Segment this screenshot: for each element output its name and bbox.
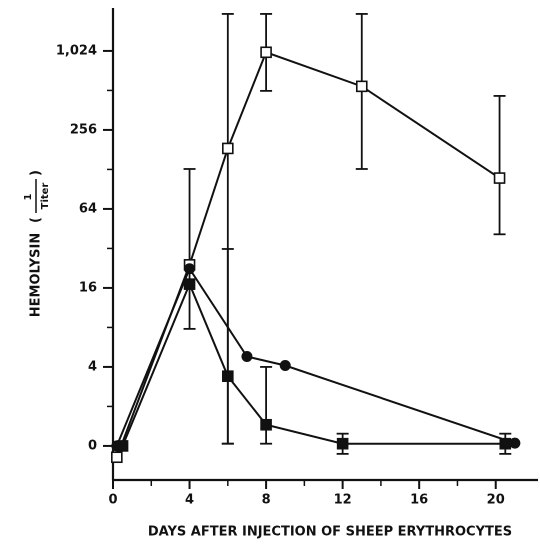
y-axis-label-group: HEMOLYSIN ( 1 Titer ) (23, 170, 51, 317)
x-tick-label: 4 (185, 493, 194, 508)
series-line (115, 266, 516, 447)
paren: ( (29, 217, 44, 223)
paren: ) (29, 170, 44, 176)
x-tick-label: 8 (262, 493, 271, 508)
series-line (115, 51, 501, 458)
point (222, 370, 234, 382)
x-tick-label: 12 (334, 493, 352, 508)
point (260, 418, 272, 431)
y-label-numerator: 1 (23, 193, 34, 200)
x-tick-label: 20 (487, 493, 505, 508)
y-tick-label: 64 (79, 201, 97, 216)
y-tick-label: 1,024 (56, 43, 97, 58)
y-tick-label: 0 (88, 438, 97, 453)
point (184, 263, 196, 275)
y-label-denominator: Titer (40, 183, 51, 210)
point (260, 46, 272, 59)
point (241, 351, 253, 363)
point (336, 437, 349, 450)
y-tick-label: 256 (70, 122, 97, 137)
point (183, 278, 196, 290)
y-tick-label: 16 (79, 280, 97, 295)
x-axis-label: DAYS AFTER INJECTION OF SHEEP ERYTHROCYT… (148, 525, 512, 540)
point (111, 451, 123, 464)
series-line (121, 281, 506, 447)
y-axis-label: HEMOLYSIN (29, 233, 44, 318)
x-tick-label: 0 (108, 493, 117, 508)
point (499, 437, 512, 450)
point (116, 440, 129, 452)
y-tick-label: 4 (88, 359, 97, 374)
point (493, 172, 506, 184)
point (222, 142, 234, 155)
point (355, 80, 368, 93)
point (509, 437, 521, 449)
point (279, 360, 291, 372)
x-tick-label: 16 (410, 493, 428, 508)
